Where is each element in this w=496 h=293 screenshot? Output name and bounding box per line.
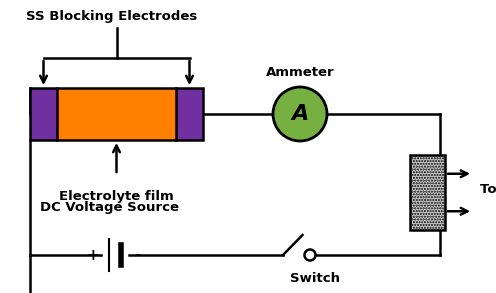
Text: Electrolyte film: Electrolyte film: [59, 190, 174, 203]
Bar: [30, 88, 57, 140]
Text: Ammeter: Ammeter: [266, 66, 334, 79]
Circle shape: [305, 250, 315, 260]
Text: -: -: [134, 248, 140, 263]
Text: SS Blocking Electrodes: SS Blocking Electrodes: [26, 10, 197, 23]
Text: A: A: [291, 104, 309, 124]
Bar: [57, 88, 176, 140]
Bar: [176, 88, 203, 140]
Text: To the recorder: To the recorder: [480, 183, 496, 196]
Bar: [410, 155, 445, 230]
Text: +: +: [87, 248, 99, 263]
Text: Switch: Switch: [290, 272, 340, 285]
Circle shape: [273, 87, 327, 141]
Text: DC Voltage Source: DC Voltage Source: [41, 200, 180, 214]
Bar: [30, 88, 203, 140]
